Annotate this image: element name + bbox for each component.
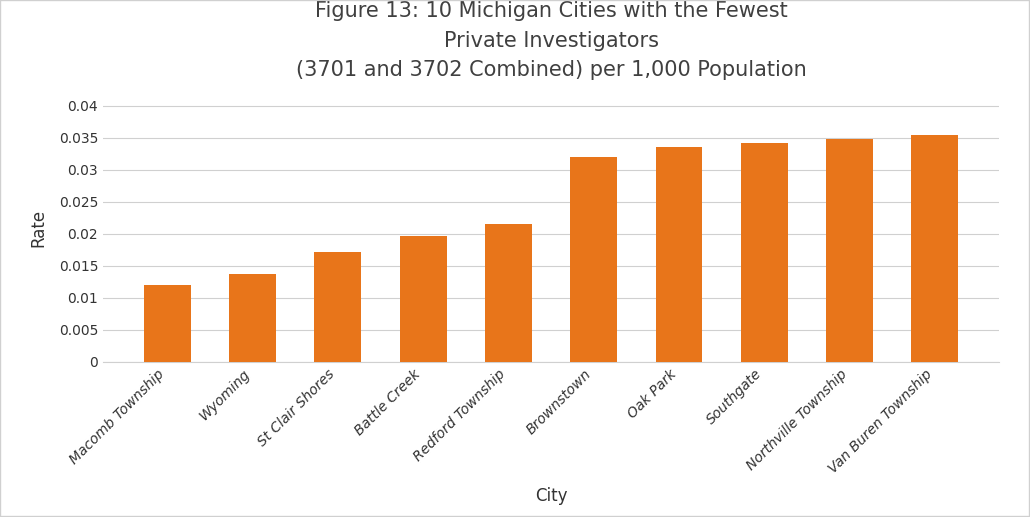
Bar [571, 157, 617, 362]
Bar [655, 147, 702, 362]
Y-axis label: Rate: Rate [30, 208, 47, 247]
Bar [485, 224, 531, 362]
Title: Figure 13: 10 Michigan Cities with the Fewest
Private Investigators
(3701 and 37: Figure 13: 10 Michigan Cities with the F… [296, 1, 806, 80]
X-axis label: City: City [535, 486, 568, 505]
Bar [400, 236, 447, 362]
Bar [912, 134, 958, 362]
Bar [229, 273, 276, 362]
Bar [826, 139, 873, 362]
Bar [314, 252, 362, 362]
Bar [144, 285, 191, 362]
Bar [741, 143, 788, 362]
